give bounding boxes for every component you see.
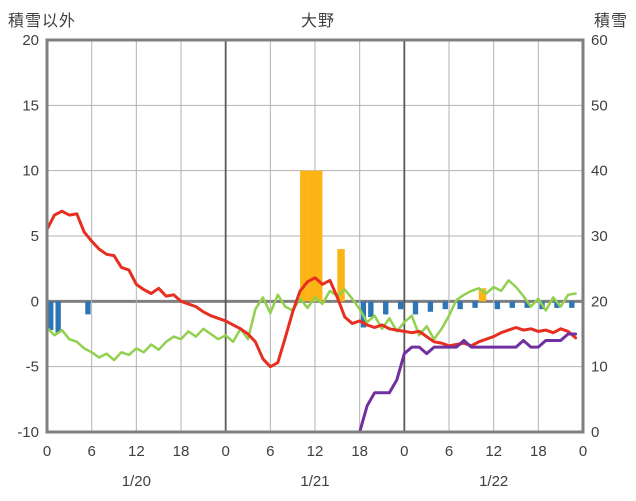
x-axis-hour-label: 6 [445, 443, 453, 460]
blue-bar-series-bar [472, 301, 478, 308]
right-axis-tick-label: 60 [591, 32, 608, 49]
purple-line-series [45, 332, 578, 434]
blue-bar-series-bar [55, 301, 61, 333]
left-axis-tick-label: 15 [22, 97, 39, 114]
right-axis-tick-label: 30 [591, 228, 608, 245]
x-axis-date-label: 1/20 [122, 473, 151, 490]
right-axis-tick-label: 20 [591, 293, 608, 310]
plot-border [45, 38, 585, 434]
left-axis-tick-label: 10 [22, 163, 39, 180]
right-axis-tick-label: 0 [591, 424, 599, 441]
x-axis-hour-label: 0 [43, 443, 51, 460]
right-axis-tick-label: 10 [591, 359, 608, 376]
x-axis-hour-label: 0 [579, 443, 587, 460]
x-axis-hour-label: 18 [530, 443, 547, 460]
left-axis-tick-label: -10 [17, 424, 39, 441]
red-line-series [45, 209, 578, 369]
blue-bar-series-bar [509, 301, 515, 308]
blue-bar-series-bar [412, 301, 419, 315]
blue-bar-series-bar [85, 301, 91, 315]
x-axis-hour-label: 12 [307, 443, 324, 460]
blue-bar-series-bar [554, 301, 560, 308]
orange-bar-series-bar [315, 170, 323, 302]
x-axis-hour-label: 6 [266, 443, 274, 460]
orange-bar-series-bar [300, 170, 308, 302]
left-axis-tick-label: 5 [31, 228, 39, 245]
x-axis-hour-label: 12 [485, 443, 502, 460]
blue-bar-series-bar [494, 301, 501, 310]
orange-bar-series-bar [337, 249, 345, 302]
orange-bar-series-bar [307, 170, 315, 302]
left-axis-tick-label: 0 [31, 293, 39, 310]
green-line-series [45, 279, 577, 362]
x-axis-hour-label: 0 [400, 443, 408, 460]
right-axis-tick-label: 40 [591, 163, 608, 180]
blue-bar-series-bar [427, 301, 434, 312]
left-axis-tick-label: -5 [26, 359, 39, 376]
left-axis-title: 積雪以外 [8, 13, 77, 30]
blue-bar-series-bar [368, 301, 374, 318]
right-axis-title: 積雪 [593, 13, 628, 30]
x-axis-date-label: 1/21 [300, 473, 329, 490]
x-axis-date-label: 1/22 [479, 473, 508, 490]
x-axis-hour-label: 0 [221, 443, 229, 460]
left-axis-tick-label: 20 [22, 32, 39, 49]
blue-bar-series-bar [48, 301, 54, 331]
x-axis-hour-label: 18 [351, 443, 368, 460]
orange-bar-series-bar [478, 288, 487, 302]
x-axis-hour-label: 18 [173, 443, 190, 460]
blue-bar-series-bar [524, 301, 530, 308]
blue-bar-series-bar [457, 301, 463, 310]
x-axis-hour-label: 6 [87, 443, 95, 460]
blue-bar-series-bar [397, 301, 404, 310]
right-axis-tick-label: 50 [591, 97, 608, 114]
blue-bar-series-bar [569, 301, 575, 308]
x-axis-hour-label: 12 [128, 443, 145, 460]
blue-bar-series-bar [442, 301, 448, 310]
blue-bar-series-bar [383, 301, 389, 315]
